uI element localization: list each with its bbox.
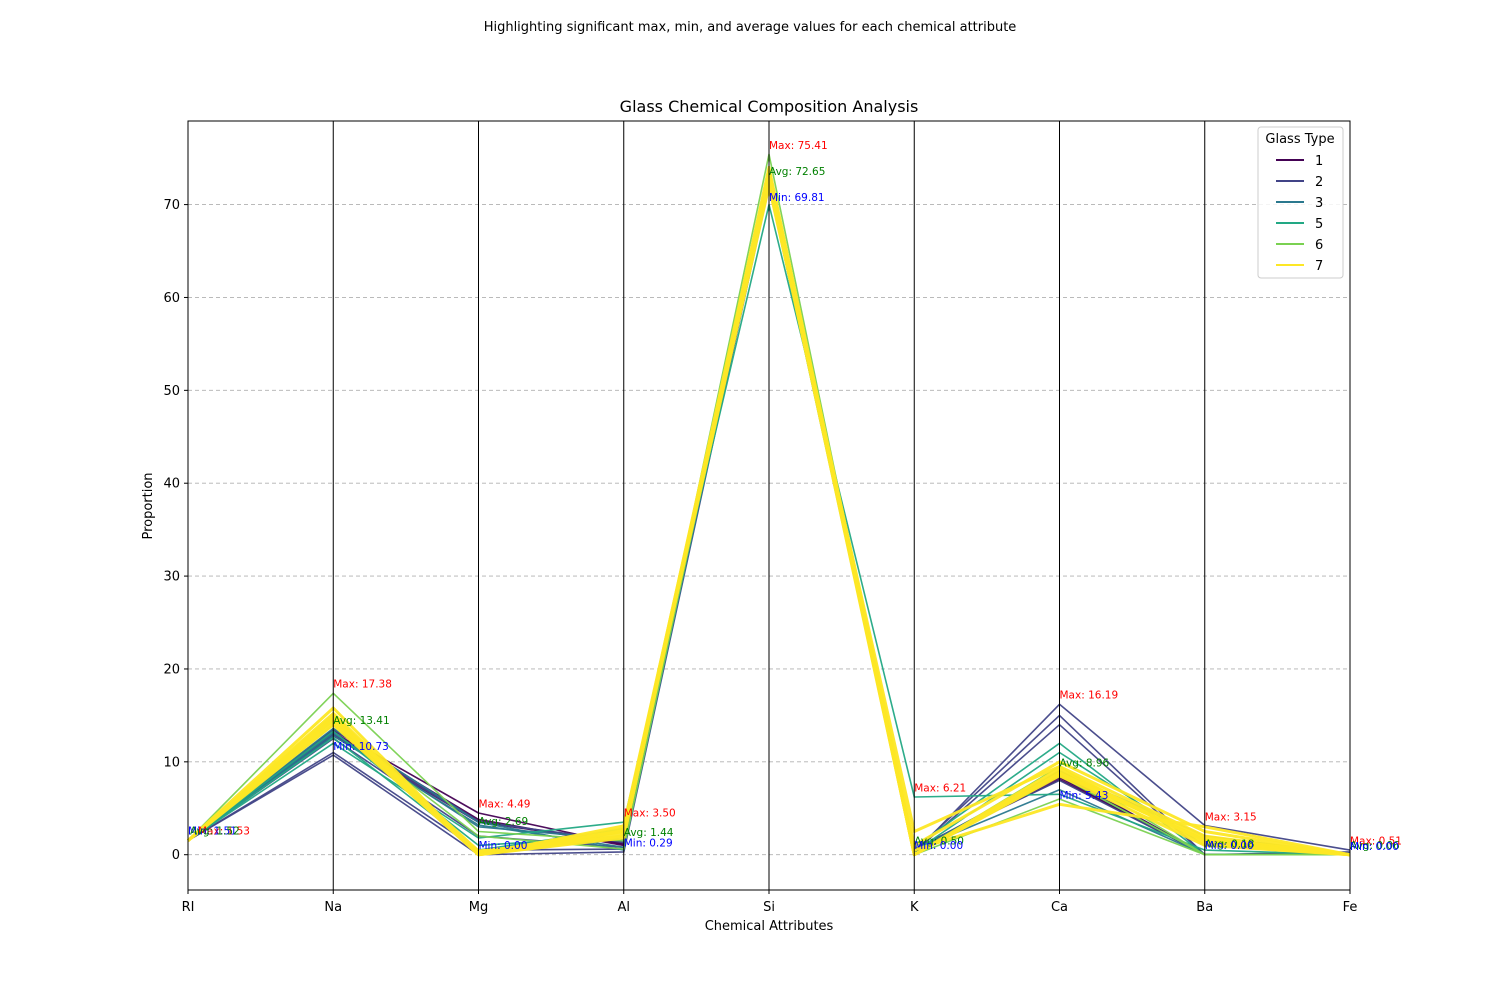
annotation-mg-avg: Avg: 2.69	[479, 816, 529, 828]
suptitle: Highlighting significant max, min, and a…	[484, 20, 1017, 35]
annotation-si-max: Max: 75.41	[769, 140, 828, 152]
annotation-k-min: Min: 0.00	[914, 840, 963, 852]
x-tick-label: Fe	[1343, 900, 1358, 915]
y-tick-label: 20	[163, 662, 180, 677]
x-tick-label: Ca	[1051, 900, 1068, 915]
y-tick-label: 70	[163, 198, 180, 213]
annotation-al-avg: Avg: 1.44	[624, 827, 674, 839]
annotation-mg-max: Max: 4.49	[479, 798, 531, 810]
annotation-k-avg: Avg: 0.50	[914, 835, 964, 847]
annotation-fe-max: Max: 0.51	[1350, 835, 1402, 847]
annotation-fe-avg: Avg: 0.06	[1350, 840, 1400, 852]
x-tick-label: Na	[324, 900, 342, 915]
y-tick-label: 0	[172, 848, 180, 863]
annotation-ca-min: Min: 5.43	[1060, 790, 1109, 802]
annotation-si-avg: Avg: 72.65	[769, 166, 825, 178]
x-tick-label: Al	[617, 900, 630, 915]
annotation-na-min: Min: 10.73	[333, 741, 389, 753]
legend-label: 7	[1315, 259, 1323, 274]
annotation-al-min: Min: 0.29	[624, 837, 673, 849]
annotation-fe-min: Min: 0.00	[1350, 841, 1399, 853]
annotation-na-avg: Avg: 13.41	[333, 715, 389, 727]
x-tick-label: Mg	[469, 900, 488, 915]
y-ticks: 0 10 20 30 40 50 60 70	[163, 198, 188, 863]
y-tick-label: 60	[163, 291, 180, 306]
y-tick-label: 30	[163, 570, 180, 585]
annotation-k-max: Max: 6.21	[914, 783, 966, 795]
legend-label: 6	[1315, 238, 1323, 253]
annotation-mg-min: Min: 0.00	[479, 840, 528, 852]
x-axis-label: Chemical Attributes	[705, 919, 834, 934]
annotation-ri-max: Max: 1.53	[198, 825, 250, 837]
legend-entries: 1 2 3 5 6 7	[1276, 154, 1323, 274]
annotation-ca-avg: Avg: 8.96	[1060, 757, 1110, 769]
y-axis-label: Proportion	[141, 472, 156, 539]
y-tick-label: 40	[163, 477, 180, 492]
x-tick-label: Ba	[1196, 900, 1213, 915]
annotation-ba-max: Max: 3.15	[1205, 811, 1257, 823]
annotation-ca-max: Max: 16.19	[1060, 690, 1119, 702]
annotation-na-max: Max: 17.38	[333, 679, 392, 691]
annotation-ri-min: Min: 1.51	[188, 825, 237, 837]
x-tick-label: RI	[182, 900, 195, 915]
x-ticks: RI Na Mg Al Si K Ca Ba Fe	[182, 890, 1358, 915]
annotation-ri-avg: Avg: 1.52	[190, 825, 240, 837]
x-tick-label: K	[910, 900, 919, 915]
annotation-si-min: Min: 69.81	[769, 192, 825, 204]
x-tick-label: Si	[763, 900, 775, 915]
chart-title: Glass Chemical Composition Analysis	[620, 97, 919, 116]
legend-title: Glass Type	[1265, 132, 1334, 147]
legend-label: 1	[1315, 154, 1323, 169]
legend-label: 2	[1315, 175, 1323, 190]
legend: Glass Type 1 2 3 5 6 7	[1257, 126, 1344, 279]
annotation-al-max: Max: 3.50	[624, 808, 676, 820]
y-tick-label: 10	[163, 755, 180, 770]
legend-label: 3	[1315, 196, 1323, 211]
annotation-ba-avg: Avg: 0.18	[1205, 838, 1255, 850]
y-tick-label: 50	[163, 384, 180, 399]
annotation-ba-min: Min: 0.00	[1205, 840, 1254, 852]
legend-label: 5	[1315, 217, 1323, 232]
